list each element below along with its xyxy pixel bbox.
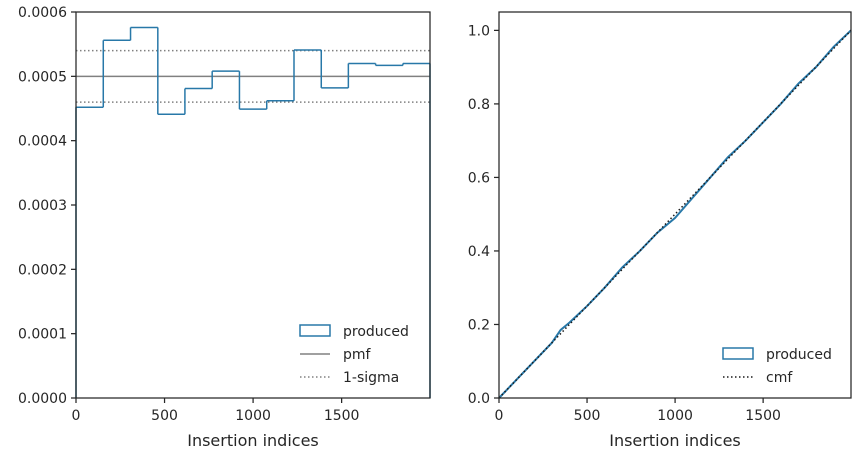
left-legend: produced pmf 1-sigma (299, 324, 409, 386)
left-legend-pmf-label: pmf (343, 347, 372, 363)
left-x-tick-label: 0 (72, 408, 81, 424)
right-x-axis: 0 500 1000 1500 (495, 398, 781, 424)
left-legend-produced-swatch (299, 324, 331, 337)
cmf-line (498, 29, 852, 399)
right-y-tick-label: 0.6 (468, 170, 490, 186)
left-x-axis-label: Insertion indices (187, 431, 319, 450)
left-y-tick-label: 0.0000 (18, 391, 67, 407)
left-y-tick-label: 0.0005 (18, 69, 67, 85)
right-plot-marks (498, 29, 852, 399)
right-y-tick-label: 0.2 (468, 317, 490, 333)
left-x-tick-label: 1000 (235, 408, 271, 424)
right-x-tick-label: 1500 (745, 408, 781, 424)
right-x-tick-label: 500 (574, 408, 601, 424)
left-x-tick-label: 1500 (324, 408, 360, 424)
right-x-tick-label: 1000 (657, 408, 693, 424)
left-y-axis: 0.0000 0.0001 0.0002 0.0003 0.0004 0.0005 0.00… (18, 5, 76, 407)
right-legend-produced-label: produced (766, 347, 832, 363)
right-legend-cmf-label: cmf (766, 370, 793, 386)
right-chart: 0 500 1000 1500 0.0 0.2 0.4 0.6 0.8 1.0 Insertio… (468, 11, 852, 450)
left-x-axis: 0 500 1000 1500 (72, 398, 360, 424)
right-y-axis: 0.0 0.2 0.4 0.6 0.8 1.0 (468, 23, 499, 407)
right-x-tick-label: 0 (495, 408, 504, 424)
right-y-tick-label: 0.0 (468, 391, 490, 407)
left-y-tick-label: 0.0004 (18, 134, 67, 150)
right-x-axis-label: Insertion indices (609, 431, 741, 450)
left-y-tick-label: 0.0003 (18, 198, 67, 214)
left-x-tick-label: 500 (151, 408, 178, 424)
left-legend-1-sigma-label: 1-sigma (343, 370, 399, 386)
right-y-tick-label: 0.8 (468, 97, 490, 113)
left-legend-produced-label: produced (343, 324, 409, 340)
right-y-tick-label: 0.4 (468, 244, 490, 260)
left-y-tick-label: 0.0002 (18, 262, 67, 278)
right-legend: produced cmf (722, 347, 832, 386)
right-y-tick-label: 1.0 (468, 23, 490, 39)
right-legend-produced-swatch (722, 347, 754, 360)
left-y-tick-label: 0.0001 (18, 327, 67, 343)
left-chart: 0 500 1000 1500 0.00000.00010.00020.00030.0… (18, 5, 431, 450)
left-y-tick-label: 0.0006 (18, 5, 67, 21)
